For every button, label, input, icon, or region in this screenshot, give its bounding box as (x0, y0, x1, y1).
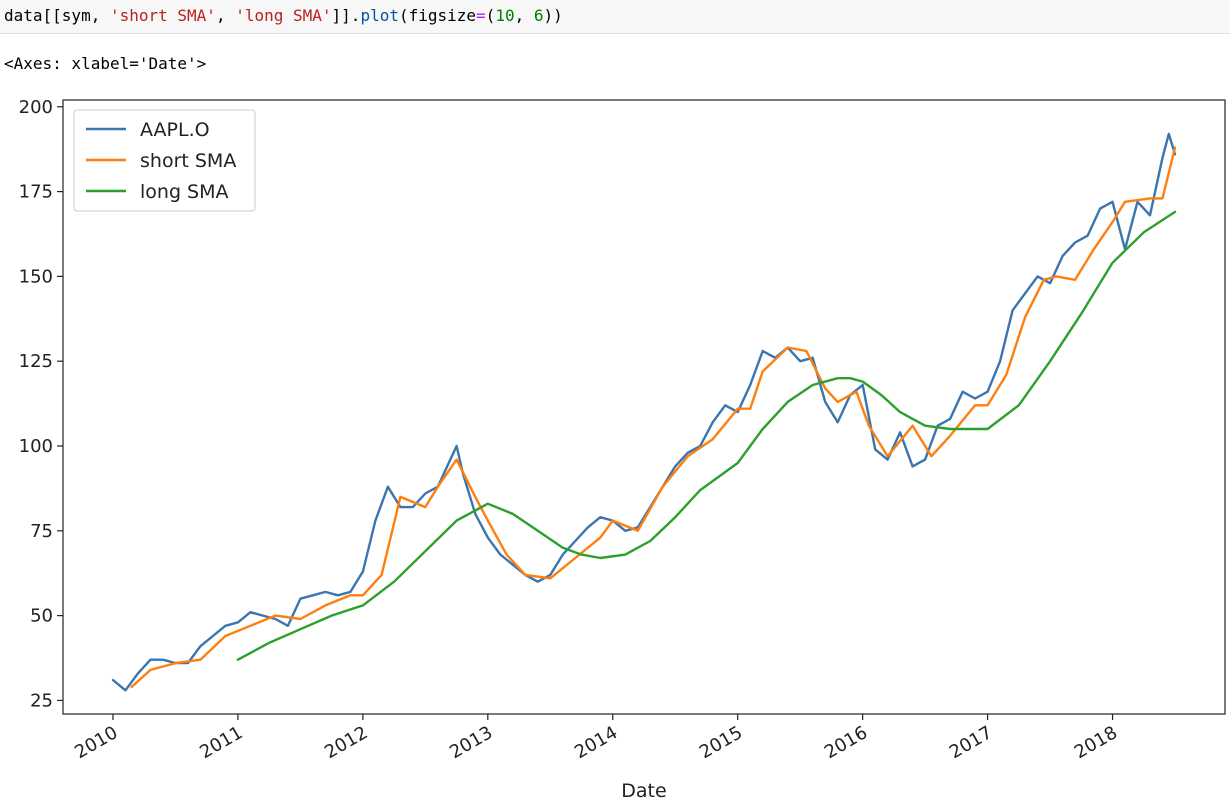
y-tick-label-50: 50 (30, 606, 53, 627)
x-tick-label-2013: 2013 (446, 722, 496, 763)
code-number-width: 10 (495, 6, 515, 25)
code-plot-call: plot (360, 6, 399, 25)
line-chart: 25 50 75 100 125 150 175 200 2010 2011 2012 2013 201… (19, 97, 1226, 802)
code-line: data[[sym, 'short SMA', 'long SMA']].plo… (4, 6, 563, 25)
code-string-short-sma: 'short SMA' (109, 6, 216, 25)
legend-label-short-sma: short SMA (140, 150, 236, 172)
code-number-height: 6 (533, 6, 544, 25)
code-equals: = (476, 6, 486, 25)
legend-label-aapl-o: AAPL.O (140, 119, 210, 141)
code-figsize-arg: (figsize (398, 6, 477, 25)
plot-area (111, 132, 1177, 692)
y-tick-label-150: 150 (19, 266, 53, 287)
series-line-long-sma (236, 210, 1177, 661)
code-separator: , (215, 6, 236, 25)
legend: AAPL.O short SMA long SMA (73, 109, 256, 212)
x-tick-label-2010: 2010 (71, 722, 121, 763)
x-tick-label-2018: 2018 (1071, 722, 1121, 763)
y-tick-label-175: 175 (19, 182, 53, 203)
code-string-long-sma: 'long SMA' (235, 6, 332, 25)
series-line-short-sma (130, 146, 1177, 689)
y-tick-label-125: 125 (19, 351, 53, 372)
x-tick-label-2017: 2017 (946, 722, 996, 763)
code-paren-open: ( (485, 6, 496, 25)
code-cell[interactable]: data[[sym, 'short SMA', 'long SMA']].plo… (0, 0, 1230, 34)
y-tick-label-25: 25 (30, 690, 53, 711)
code-prefix: data[[sym, (4, 6, 110, 25)
x-tick-label-2011: 2011 (196, 722, 246, 763)
x-tick-label-2015: 2015 (696, 722, 746, 763)
series-line-aapl-o (111, 132, 1177, 692)
plot-frame (62, 99, 1226, 715)
x-axis-label: Date (621, 780, 666, 802)
code-paren-close: )) (543, 6, 563, 25)
y-tick-label-100: 100 (19, 436, 53, 457)
code-bracket-close: ]]. (331, 6, 361, 25)
x-tick-label-2012: 2012 (321, 722, 371, 763)
x-tick-label-2014: 2014 (571, 722, 621, 763)
y-tick-label-200: 200 (19, 97, 53, 118)
legend-label-long-sma: long SMA (140, 181, 229, 203)
code-comma: , (514, 6, 534, 25)
x-tick-label-2016: 2016 (821, 722, 871, 763)
legend-box (73, 109, 256, 212)
y-tick-label-75: 75 (30, 521, 53, 542)
cell-output-text: <Axes: xlabel='Date'> (4, 54, 207, 73)
